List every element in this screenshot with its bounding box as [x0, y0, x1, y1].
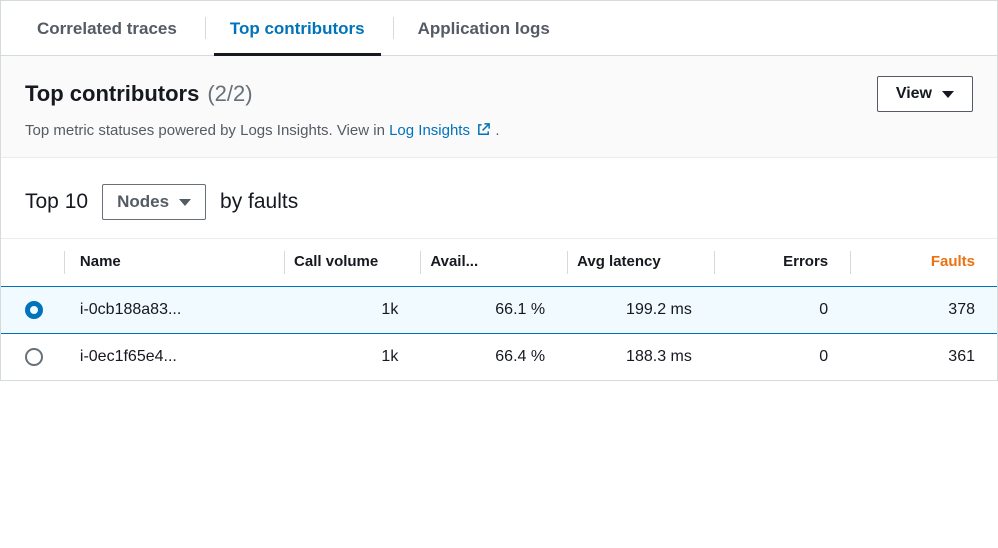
nodes-dropdown-label: Nodes [117, 192, 169, 212]
cell-availability: 66.1 % [420, 286, 567, 333]
cell-name: i-0cb188a83... [64, 286, 284, 333]
section-title-text: Top contributors [25, 81, 199, 107]
log-insights-link-label: Log Insights [389, 122, 470, 139]
cell-faults: 361 [850, 333, 997, 380]
cell-call-volume: 1k [284, 333, 420, 380]
col-name[interactable]: Name [64, 239, 284, 287]
cell-avg-latency: 188.3 ms [567, 333, 714, 380]
log-insights-link[interactable]: Log Insights [389, 122, 495, 139]
row-radio[interactable] [25, 348, 43, 366]
section-title: Top contributors (2/2) [25, 81, 253, 107]
cell-avg-latency: 199.2 ms [567, 286, 714, 333]
subtext-suffix: . [495, 122, 499, 139]
section-head-row: Top contributors (2/2) View [25, 76, 973, 112]
controls-suffix: by faults [220, 190, 298, 214]
cell-errors: 0 [714, 286, 850, 333]
cell-errors: 0 [714, 333, 850, 380]
section-header: Top contributors (2/2) View Top metric s… [1, 56, 997, 158]
section-subtext: Top metric statuses powered by Logs Insi… [25, 122, 973, 141]
view-button-label: View [896, 85, 932, 103]
nodes-dropdown[interactable]: Nodes [102, 184, 206, 220]
table-body: i-0cb188a83...1k66.1 %199.2 ms0378i-0ec1… [1, 286, 997, 380]
caret-down-icon [942, 91, 954, 98]
col-errors[interactable]: Errors [714, 239, 850, 287]
cell-call-volume: 1k [284, 286, 420, 333]
contributors-table: Name Call volume Avail... Avg latency Er… [1, 238, 997, 380]
view-button[interactable]: View [877, 76, 973, 112]
col-call-volume[interactable]: Call volume [284, 239, 420, 287]
controls-prefix: Top 10 [25, 190, 88, 214]
col-avg-latency[interactable]: Avg latency [567, 239, 714, 287]
external-link-icon [476, 122, 491, 141]
table-row[interactable]: i-0cb188a83...1k66.1 %199.2 ms0378 [1, 286, 997, 333]
row-radio[interactable] [25, 301, 43, 319]
tab-correlated-traces[interactable]: Correlated traces [13, 1, 201, 55]
caret-down-icon [179, 199, 191, 206]
controls-row: Top 10 Nodes by faults [1, 158, 997, 238]
cell-availability: 66.4 % [420, 333, 567, 380]
section-count: (2/2) [207, 81, 252, 107]
cell-faults: 378 [850, 286, 997, 333]
tab-application-logs[interactable]: Application logs [394, 1, 574, 55]
table-row[interactable]: i-0ec1f65e4...1k66.4 %188.3 ms0361 [1, 333, 997, 380]
tab-top-contributors[interactable]: Top contributors [206, 1, 389, 55]
col-availability[interactable]: Avail... [420, 239, 567, 287]
table-header-row: Name Call volume Avail... Avg latency Er… [1, 239, 997, 287]
cell-name: i-0ec1f65e4... [64, 333, 284, 380]
col-faults[interactable]: Faults [850, 239, 997, 287]
tabs-bar: Correlated traces Top contributors Appli… [1, 1, 997, 56]
panel: Correlated traces Top contributors Appli… [0, 0, 998, 381]
subtext-prefix: Top metric statuses powered by Logs Insi… [25, 122, 389, 139]
col-select [1, 239, 64, 287]
